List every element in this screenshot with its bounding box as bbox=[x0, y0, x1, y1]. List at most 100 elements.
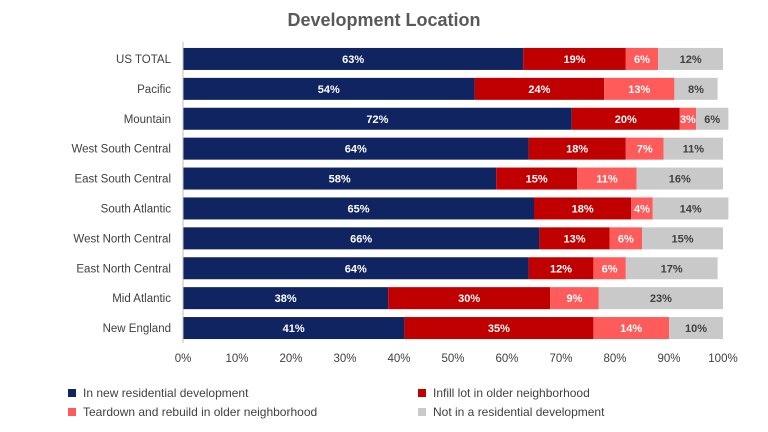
data-label: 11% bbox=[683, 144, 705, 156]
data-label: 15% bbox=[526, 174, 548, 186]
category-label: New England bbox=[103, 323, 171, 335]
bar-segment bbox=[625, 47, 659, 70]
bar-segment bbox=[528, 137, 626, 160]
data-label: 6% bbox=[602, 263, 618, 275]
category-label: Mountain bbox=[124, 114, 171, 126]
category-label: Pacific bbox=[137, 84, 171, 96]
legend-label: Not in a residential development bbox=[433, 405, 605, 419]
bar-segment bbox=[577, 167, 637, 190]
category-label: Mid Atlantic bbox=[112, 293, 171, 305]
legend-label: Infill lot in older neighborhood bbox=[433, 386, 590, 400]
bar-segment bbox=[625, 137, 664, 160]
data-label: 14% bbox=[680, 203, 702, 215]
data-label: 12% bbox=[680, 54, 702, 66]
x-tick-label: 20% bbox=[279, 353, 302, 365]
data-label: 4% bbox=[634, 203, 650, 215]
bar-segment bbox=[598, 287, 723, 310]
data-label: 64% bbox=[345, 263, 367, 275]
bar-segment bbox=[388, 287, 551, 310]
data-label: 23% bbox=[650, 293, 672, 305]
legend-label: Teardown and rebuild in older neighborho… bbox=[83, 405, 318, 419]
data-label: 13% bbox=[563, 233, 585, 245]
bar-segment bbox=[609, 227, 642, 250]
bar-segment bbox=[534, 197, 632, 220]
category-label: East South Central bbox=[74, 174, 171, 186]
bar-segment bbox=[404, 317, 594, 340]
category-label: East North Central bbox=[76, 263, 171, 275]
x-tick-label: 0% bbox=[175, 353, 192, 365]
category-label: US TOTAL bbox=[116, 54, 172, 66]
data-label: 63% bbox=[342, 54, 364, 66]
data-label: 54% bbox=[318, 84, 340, 96]
bar-segment bbox=[669, 317, 723, 340]
data-label: 6% bbox=[634, 54, 650, 66]
bar-segment bbox=[593, 257, 626, 280]
data-label: 35% bbox=[488, 323, 510, 335]
legend-item-new-residential: In new residential development bbox=[68, 386, 248, 400]
data-label: 18% bbox=[572, 203, 594, 215]
x-tick-label: 80% bbox=[603, 353, 626, 365]
bar-segment bbox=[183, 167, 497, 190]
bar-segment bbox=[528, 257, 594, 280]
data-label: 19% bbox=[563, 54, 585, 66]
bar-segment bbox=[674, 77, 718, 100]
data-label: 14% bbox=[620, 323, 642, 335]
bar-segment bbox=[474, 77, 605, 100]
data-label: 7% bbox=[637, 144, 653, 156]
bar-segment bbox=[183, 287, 389, 310]
data-label: 16% bbox=[669, 174, 691, 186]
data-label: 30% bbox=[458, 293, 480, 305]
bar-segment bbox=[696, 107, 729, 130]
legend-item-infill-lot: Infill lot in older neighborhood bbox=[418, 386, 590, 400]
category-label: West South Central bbox=[71, 144, 171, 156]
data-label: 65% bbox=[347, 203, 369, 215]
data-label: 24% bbox=[528, 84, 550, 96]
bar-segment bbox=[183, 227, 540, 250]
legend-swatch bbox=[68, 408, 76, 416]
x-tick-label: 40% bbox=[387, 353, 410, 365]
bar-segment bbox=[550, 287, 599, 310]
legend-swatch bbox=[418, 408, 426, 416]
data-label: 20% bbox=[615, 114, 637, 126]
data-label: 9% bbox=[567, 293, 583, 305]
x-tick-label: 90% bbox=[657, 353, 680, 365]
data-label: 12% bbox=[550, 263, 572, 275]
category-label: South Atlantic bbox=[101, 203, 172, 215]
x-tick-label: 30% bbox=[333, 353, 356, 365]
category-label: West North Central bbox=[73, 233, 171, 245]
bar-segment bbox=[183, 257, 529, 280]
legend-label: In new residential development bbox=[83, 386, 249, 400]
data-label: 58% bbox=[329, 174, 351, 186]
data-label: 3% bbox=[680, 114, 696, 126]
bar-segment bbox=[625, 257, 718, 280]
x-tick-label: 100% bbox=[708, 353, 737, 365]
data-label: 6% bbox=[618, 233, 634, 245]
x-tick-label: 10% bbox=[225, 353, 248, 365]
data-label: 18% bbox=[566, 144, 588, 156]
bar-segment bbox=[593, 317, 669, 340]
data-label: 6% bbox=[704, 114, 720, 126]
data-label: 15% bbox=[671, 233, 693, 245]
data-label: 66% bbox=[350, 233, 372, 245]
bar-segment bbox=[604, 77, 675, 100]
data-label: 17% bbox=[661, 263, 683, 275]
bar-segment bbox=[183, 77, 475, 100]
data-label: 13% bbox=[628, 84, 650, 96]
bar-segment bbox=[658, 47, 723, 70]
bar-segment bbox=[496, 167, 578, 190]
data-label: 10% bbox=[685, 323, 707, 335]
legend-swatch bbox=[68, 389, 76, 397]
bar-segment bbox=[183, 197, 534, 220]
legend-item-not-residential: Not in a residential development bbox=[418, 405, 604, 419]
data-label: 38% bbox=[275, 293, 297, 305]
chart-title: Development Location bbox=[287, 10, 481, 30]
bar-segment bbox=[642, 227, 723, 250]
data-label: 72% bbox=[366, 114, 388, 126]
data-label: 11% bbox=[596, 174, 618, 186]
bar-segment bbox=[183, 47, 524, 70]
data-label: 64% bbox=[345, 144, 367, 156]
data-label: 41% bbox=[283, 323, 305, 335]
bar-segment bbox=[539, 227, 610, 250]
bar-segment bbox=[631, 197, 653, 220]
